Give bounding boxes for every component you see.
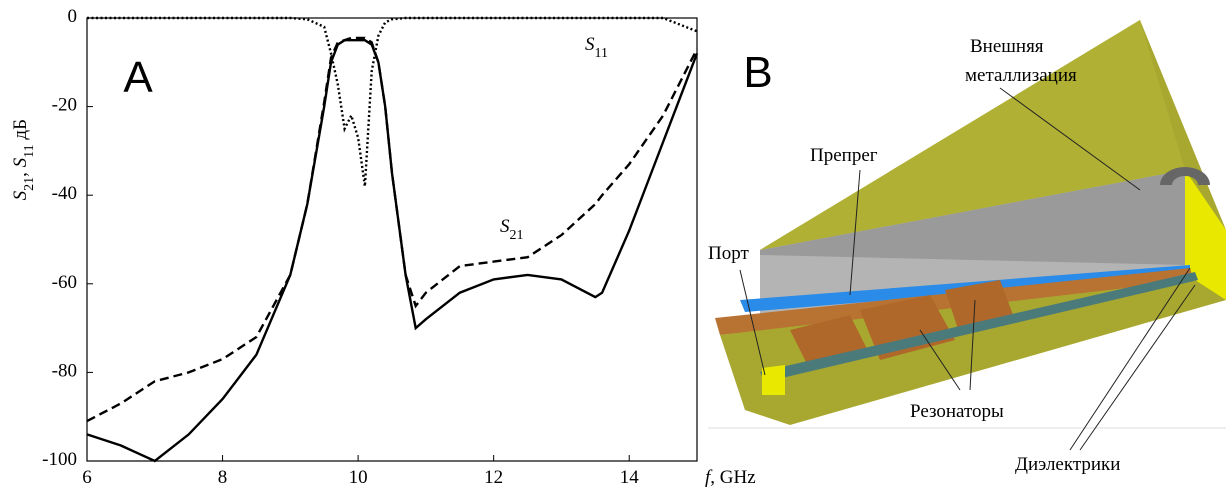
diagram-label: Порт: [708, 243, 749, 264]
x-tick-label: 12: [484, 467, 503, 488]
diagram-label: Препрег: [810, 145, 878, 166]
y-tick-label: -60: [52, 272, 77, 293]
x-tick-label: 8: [218, 467, 228, 488]
model-drawing: [708, 20, 1226, 429]
series-line: [87, 16, 698, 187]
x-axis-label: f, GHz: [705, 467, 756, 488]
series-line: [86, 39, 699, 463]
y-tick-label: -100: [42, 449, 77, 470]
diagram-label: металлизация: [965, 65, 1077, 86]
y-tick-label: -20: [52, 95, 77, 116]
series-line: [86, 36, 699, 423]
y-tick-label: 0: [68, 6, 78, 27]
annotation: S11: [585, 34, 608, 60]
panel-label: B: [743, 48, 772, 97]
diagram-label: Резонаторы: [910, 401, 1004, 422]
callout-lines: [739, 87, 1196, 451]
panel-label: A: [123, 53, 153, 102]
x-tick-label: 10: [349, 467, 368, 488]
y-axis-label: S21, S11 дБ: [10, 119, 36, 200]
diagram-label: Внешняя: [970, 36, 1044, 57]
x-tick-label: 6: [82, 467, 92, 488]
y-tick-label: -80: [52, 361, 77, 382]
y-tick-label: -40: [52, 184, 77, 205]
annotation: S21: [500, 216, 524, 242]
x-tick-label: 14: [620, 467, 640, 488]
diagram-label: Диэлектрики: [1015, 454, 1120, 475]
plot-frame: [86, 17, 698, 462]
